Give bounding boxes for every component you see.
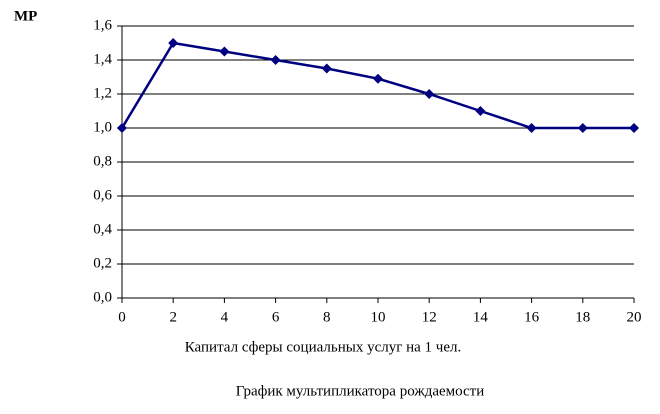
x-tick-label: 4: [221, 309, 229, 325]
x-tick-label: 16: [524, 309, 540, 325]
data-point: [117, 123, 127, 133]
data-point: [424, 89, 435, 99]
data-point: [168, 38, 179, 48]
data-point: [629, 123, 639, 133]
data-line: [120, 41, 634, 130]
data-point: [219, 46, 230, 57]
x-tick-label: 14: [473, 309, 489, 325]
x-tick-label: 6: [272, 309, 280, 325]
data-point: [373, 73, 383, 84]
data-point: [321, 63, 332, 74]
y-tick-label: 1,2: [93, 85, 112, 101]
chart-title: График мультипликатора рождаемости: [236, 383, 485, 399]
y-tick-label: 1,6: [93, 17, 112, 33]
data-point: [475, 106, 486, 116]
y-tick-label: 0,2: [93, 255, 112, 271]
y-axis-label: МР: [14, 8, 37, 24]
x-axis-label: Капитал сферы социальных услуг на 1 чел.: [185, 339, 461, 355]
x-tick-label: 12: [422, 309, 437, 325]
x-tick-label: 10: [371, 309, 386, 325]
y-tick-label: 0,8: [93, 153, 112, 169]
data-point: [526, 123, 537, 133]
y-tick-label: 1,4: [93, 51, 112, 67]
x-tick-label: 8: [323, 309, 331, 325]
data-point: [270, 55, 281, 65]
x-tick-label: 2: [169, 309, 177, 325]
x-tick-label: 0: [118, 309, 126, 325]
y-tick-label: 1,0: [93, 119, 112, 135]
y-tick-label: 0,0: [93, 289, 112, 305]
x-tick-label: 20: [627, 309, 642, 325]
y-tick-label: 0,4: [93, 221, 112, 237]
x-tick-label: 18: [575, 309, 590, 325]
y-tick-label: 0,6: [93, 187, 112, 203]
data-point: [577, 123, 588, 133]
